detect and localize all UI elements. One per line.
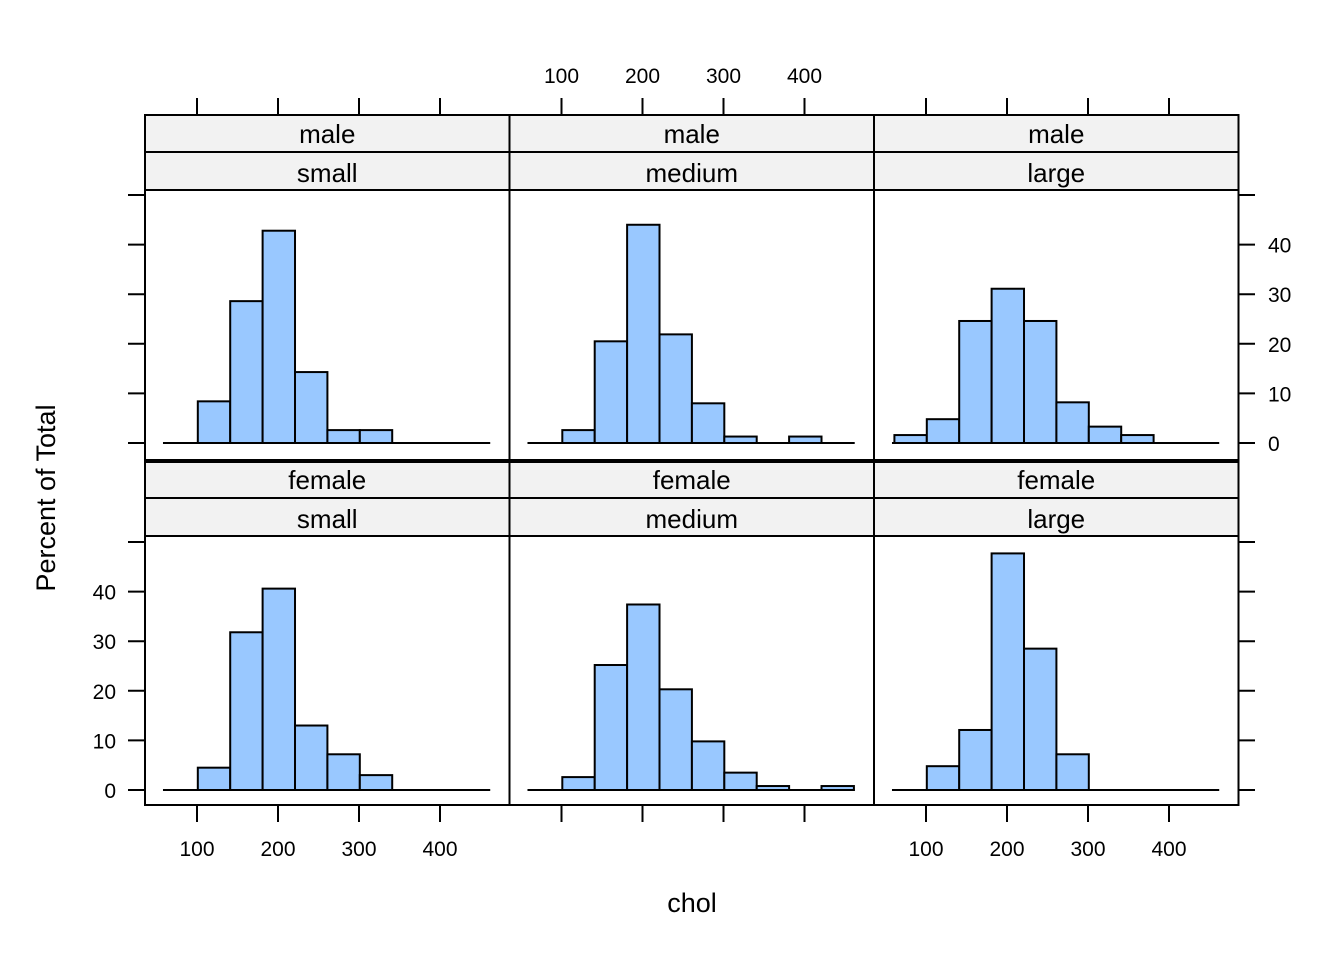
strip-inner bbox=[508, 497, 875, 537]
histogram-bar bbox=[196, 766, 232, 791]
strip-inner bbox=[144, 151, 511, 191]
strip-label-sex: male bbox=[299, 119, 355, 149]
strip-label-sex: female bbox=[1017, 465, 1095, 495]
strip-label-frame: large bbox=[1027, 504, 1085, 534]
strip-outer bbox=[144, 114, 511, 153]
histogram-bar bbox=[658, 333, 693, 445]
histogram-bar bbox=[990, 287, 1026, 444]
histogram-bar bbox=[1023, 319, 1058, 445]
histogram-bar bbox=[925, 418, 961, 444]
y-tick-label-right: 30 bbox=[1268, 284, 1291, 307]
histogram-bar bbox=[1087, 425, 1123, 444]
strip-inner bbox=[873, 151, 1240, 191]
y-tick-label-right: 20 bbox=[1268, 334, 1291, 357]
strip-label-frame: small bbox=[297, 158, 358, 188]
histogram-bar bbox=[261, 587, 297, 792]
histogram-bar bbox=[561, 776, 596, 792]
panel-male-large: male large bbox=[873, 114, 1240, 461]
panel-frame bbox=[873, 189, 1240, 461]
x-tick-label-top: 200 bbox=[625, 65, 660, 88]
strip-label-sex: female bbox=[288, 465, 366, 495]
strip-inner bbox=[508, 151, 875, 191]
strip-label-sex: female bbox=[653, 465, 731, 495]
strip-outer bbox=[508, 114, 875, 153]
y-tick-label-right: 0 bbox=[1268, 433, 1280, 456]
histogram-bar bbox=[196, 400, 232, 444]
histogram-bar bbox=[925, 765, 961, 792]
y-tick-label-left: 40 bbox=[93, 582, 116, 605]
histogram-bar bbox=[626, 603, 661, 791]
y-axis-title: Percent of Total bbox=[31, 404, 61, 591]
x-tick-label-bottom: 400 bbox=[1151, 838, 1186, 861]
histogram-bar bbox=[294, 371, 329, 444]
histogram-bar bbox=[326, 429, 361, 445]
x-tick-label-bottom: 300 bbox=[341, 838, 376, 861]
strip-label-frame: medium bbox=[646, 158, 738, 188]
panel-male-medium: male medium bbox=[508, 114, 875, 461]
x-tick-label-bottom: 300 bbox=[1070, 838, 1105, 861]
strip-label-frame: medium bbox=[646, 504, 738, 534]
histogram-bar bbox=[229, 631, 264, 791]
strip-label-sex: male bbox=[1028, 119, 1084, 149]
strip-outer bbox=[508, 461, 875, 499]
x-axis-title: chol bbox=[667, 888, 717, 918]
x-tick-label-top: 100 bbox=[544, 65, 579, 88]
histogram-bar bbox=[658, 688, 693, 792]
x-tick-label-bottom: 100 bbox=[908, 838, 943, 861]
histogram-bar bbox=[593, 664, 629, 791]
histogram-bar bbox=[561, 429, 596, 445]
histogram-bar bbox=[294, 724, 329, 792]
x-tick-label-bottom: 200 bbox=[989, 838, 1024, 861]
y-tick-label-right: 10 bbox=[1268, 383, 1291, 406]
histogram-bar bbox=[358, 429, 394, 445]
y-tick-label-left: 10 bbox=[93, 730, 116, 753]
y-tick-label-left: 30 bbox=[93, 631, 116, 654]
panel-male-small: male small bbox=[144, 114, 511, 461]
x-tick-label-top: 400 bbox=[787, 65, 822, 88]
strip-label-sex: male bbox=[664, 119, 720, 149]
histogram-bar bbox=[326, 753, 361, 792]
histogram-bar bbox=[358, 774, 394, 791]
histogram-bar bbox=[261, 229, 297, 444]
panel-female-large: female large bbox=[873, 461, 1240, 806]
histogram-bar bbox=[723, 771, 758, 792]
x-tick-label-bottom: 200 bbox=[260, 838, 295, 861]
x-tick-label-bottom: 100 bbox=[179, 838, 214, 861]
panel-female-medium: female medium bbox=[508, 461, 875, 806]
strip-outer bbox=[873, 461, 1240, 499]
histogram-bar bbox=[958, 728, 993, 792]
histogram-bar bbox=[1120, 434, 1155, 444]
panel-frame bbox=[873, 535, 1240, 806]
x-tick-label-top: 300 bbox=[706, 65, 741, 88]
histogram-bar bbox=[229, 300, 264, 445]
histogram-bar bbox=[593, 340, 629, 445]
panel-female-small: female small bbox=[144, 461, 511, 806]
strip-outer bbox=[144, 461, 511, 499]
x-tick-label-bottom: 400 bbox=[422, 838, 457, 861]
y-tick-label-right: 40 bbox=[1268, 235, 1291, 258]
histogram-bar bbox=[626, 223, 661, 444]
y-tick-label-left: 20 bbox=[93, 681, 116, 704]
histogram-bar bbox=[958, 319, 993, 445]
strip-label-frame: large bbox=[1027, 158, 1085, 188]
panels-layer: malesmallmalemediummalelargefemalesmallf… bbox=[144, 114, 1240, 806]
histogram-bar bbox=[690, 402, 726, 445]
histogram-bar bbox=[1055, 401, 1090, 445]
histogram-bar bbox=[1023, 647, 1058, 792]
histogram-bar bbox=[690, 740, 726, 792]
histogram-bar bbox=[1055, 753, 1090, 792]
histogram-bar bbox=[990, 552, 1026, 792]
strip-label-frame: small bbox=[297, 504, 358, 534]
histogram-bar bbox=[893, 434, 928, 444]
y-tick-label-left: 0 bbox=[104, 780, 116, 803]
